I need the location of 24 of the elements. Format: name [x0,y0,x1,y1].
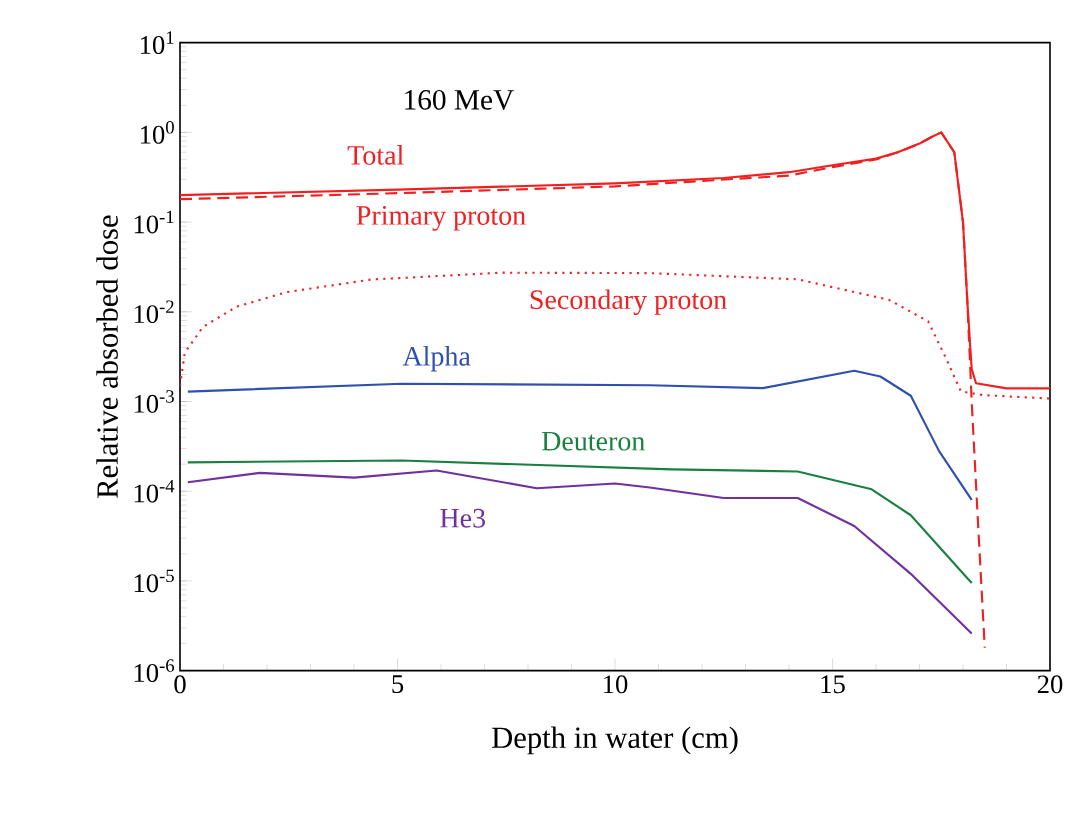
series-label: Deuteron [541,431,645,451]
line-series [186,469,973,635]
x-tick-label: 0 [174,675,186,694]
series-label: Secondary proton [530,289,727,315]
series-label: Total [347,144,404,165]
y-tick-label: 10$^{0}$ [140,120,174,144]
x-axis-title: Depth in water (cm) [491,726,738,755]
x-tick-label: 15 [821,675,845,694]
y-tick-label: 10$^{-3}$ [134,390,174,413]
x-tick-label: 10 [604,675,628,694]
y-tick-label: 10$^{-2}$ [134,300,174,323]
x-tick-label: 20 [1037,675,1063,694]
y-axis-title: Relative absorbed dose [96,215,118,498]
x-tick-label: 5 [392,675,404,693]
y-tick-label: 10$^{-5}$ [134,569,174,593]
y-tick-label: 10$^{-4}$ [134,479,175,503]
series-label: Primary proton [356,205,526,231]
y-tick-label: 10$^{-6}$ [134,659,175,682]
series-label: He3 [440,508,485,528]
y-tick-label: 10$^{-1}$ [134,210,174,234]
text: 160 MeV [405,89,514,110]
y-tick-label: 10$^{1}$ [140,31,174,54]
series-label: Alpha [402,345,471,372]
line-series [186,459,973,584]
